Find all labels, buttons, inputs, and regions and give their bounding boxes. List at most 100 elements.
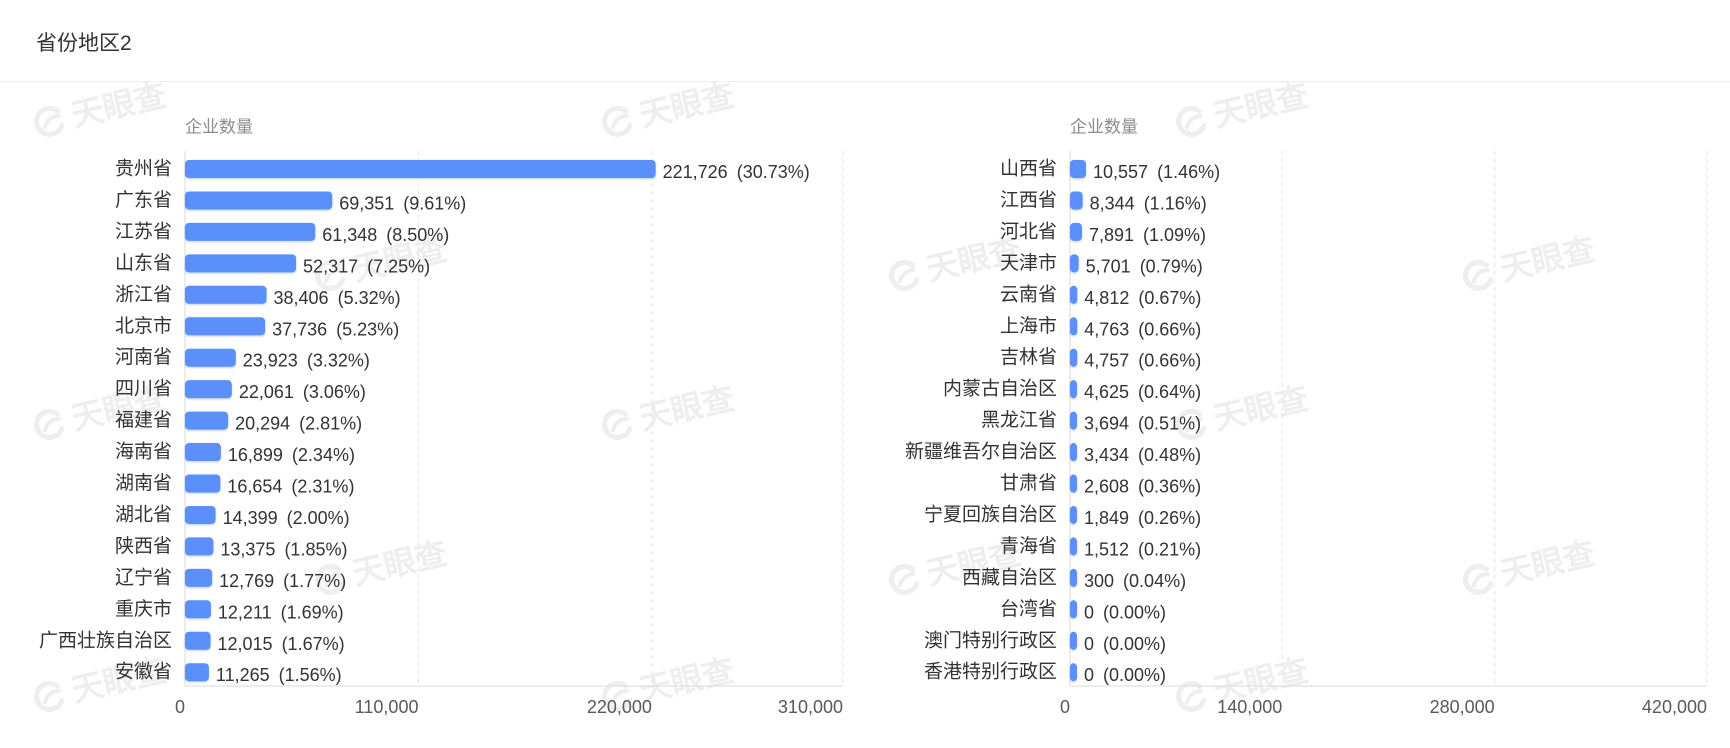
tick-label: 280,000 [1430,697,1495,717]
value-percent: (7.25%) [367,256,430,276]
card-header: 省份地区2 [0,0,1730,82]
province-bar[interactable] [1070,568,1077,587]
province-bar[interactable] [1070,443,1077,462]
value-number: 16,899 [228,445,283,465]
value-number: 0 [1084,602,1094,622]
value-number: 300 [1084,571,1114,591]
province-bar[interactable] [1070,160,1087,178]
value-percent: (0.00%) [1103,602,1166,622]
province-bar[interactable] [185,317,266,336]
tick-label: 220,000 [587,697,652,717]
province-bar[interactable] [1070,348,1078,367]
tick-label: 310,000 [778,697,843,717]
province-bar[interactable] [1070,411,1077,430]
province-bar[interactable] [185,160,656,178]
province-bar[interactable] [1070,474,1077,493]
value-label: 16,899 (2.34%) [228,445,355,465]
province-label: 云南省 [1000,283,1057,305]
value-percent: (0.64%) [1138,382,1201,402]
province-bar[interactable] [185,631,211,650]
province-bar[interactable] [1070,600,1077,619]
province-label: 西藏自治区 [962,566,1057,588]
value-percent: (0.21%) [1138,539,1201,559]
province-bar[interactable] [1070,254,1079,273]
province-bar[interactable] [185,537,214,556]
province-bar[interactable] [185,285,267,304]
province-bar[interactable] [185,474,221,493]
value-label: 5,701 (0.79%) [1086,256,1203,276]
province-label: 海南省 [115,441,172,463]
value-percent: (5.23%) [336,319,399,339]
value-label: 0 (0.00%) [1084,634,1166,654]
tick-label: 0 [1060,697,1070,717]
province-bar[interactable] [185,348,236,367]
province-label: 河南省 [115,346,172,368]
value-percent: (2.81%) [299,414,362,434]
value-percent: (1.67%) [282,634,345,654]
province-label: 北京市 [115,315,172,337]
province-label: 四川省 [115,378,172,400]
province-bar[interactable] [185,191,333,210]
province-bar[interactable] [185,663,209,682]
value-number: 10,557 [1093,162,1148,182]
value-label: 3,434 (0.48%) [1084,445,1201,465]
province-bar[interactable] [1070,285,1078,304]
value-label: 69,351 (9.61%) [339,193,466,213]
province-bar[interactable] [1070,631,1077,650]
value-axis-title: 企业数量 [1070,118,1138,137]
value-label: 1,512 (0.21%) [1084,539,1201,559]
province-bar[interactable] [185,254,297,273]
value-number: 4,812 [1084,288,1129,308]
value-percent: (2.31%) [291,477,354,497]
province-bar[interactable] [185,380,232,399]
value-number: 69,351 [339,193,394,213]
province-bar[interactable] [1070,380,1078,399]
value-percent: (0.00%) [1103,634,1166,654]
province-bar[interactable] [1070,191,1083,210]
value-axis-title: 企业数量 [185,118,253,137]
value-number: 61,348 [322,225,377,245]
value-number: 16,654 [227,477,282,497]
province-bar[interactable] [1070,663,1077,682]
value-percent: (3.06%) [303,382,366,402]
value-label: 221,726 (30.73%) [663,162,810,182]
value-percent: (9.61%) [403,193,466,213]
province-bar[interactable] [1070,537,1077,556]
value-number: 38,406 [274,288,329,308]
province-label: 黑龙江省 [981,409,1057,431]
value-percent: (1.56%) [279,665,342,685]
province-bar[interactable] [1070,222,1082,241]
province-bar[interactable] [185,443,221,462]
value-label: 23,923 (3.32%) [243,351,370,371]
value-label: 4,763 (0.66%) [1084,319,1201,339]
province-bar[interactable] [185,411,229,430]
province-label: 山东省 [115,252,172,274]
value-percent: (0.79%) [1140,256,1203,276]
value-label: 0 (0.00%) [1084,602,1166,622]
province-bar[interactable] [185,568,213,587]
value-label: 22,061 (3.06%) [239,382,366,402]
value-number: 12,211 [218,602,272,622]
province-label: 内蒙古自治区 [943,378,1057,400]
province-label: 上海市 [1000,315,1057,337]
province-label: 吉林省 [1000,346,1057,368]
province-bar[interactable] [185,222,316,241]
value-label: 61,348 (8.50%) [322,225,449,245]
province-bar[interactable] [185,600,211,619]
value-percent: (0.36%) [1138,477,1201,497]
value-percent: (0.67%) [1138,288,1201,308]
province-label: 辽宁省 [115,566,172,588]
province-label: 河北省 [1000,220,1057,242]
province-bar[interactable] [1070,317,1078,336]
value-label: 4,757 (0.66%) [1084,351,1201,371]
value-label: 12,211 (1.69%) [218,602,344,622]
value-number: 12,015 [218,634,273,654]
value-percent: (5.32%) [338,288,401,308]
value-number: 11,265 [216,665,270,685]
province-bar[interactable] [185,505,216,524]
province-label: 安徽省 [115,661,172,683]
province-label: 广东省 [115,189,172,211]
province-bar[interactable] [1070,505,1077,524]
province-label: 香港特别行政区 [924,661,1057,683]
